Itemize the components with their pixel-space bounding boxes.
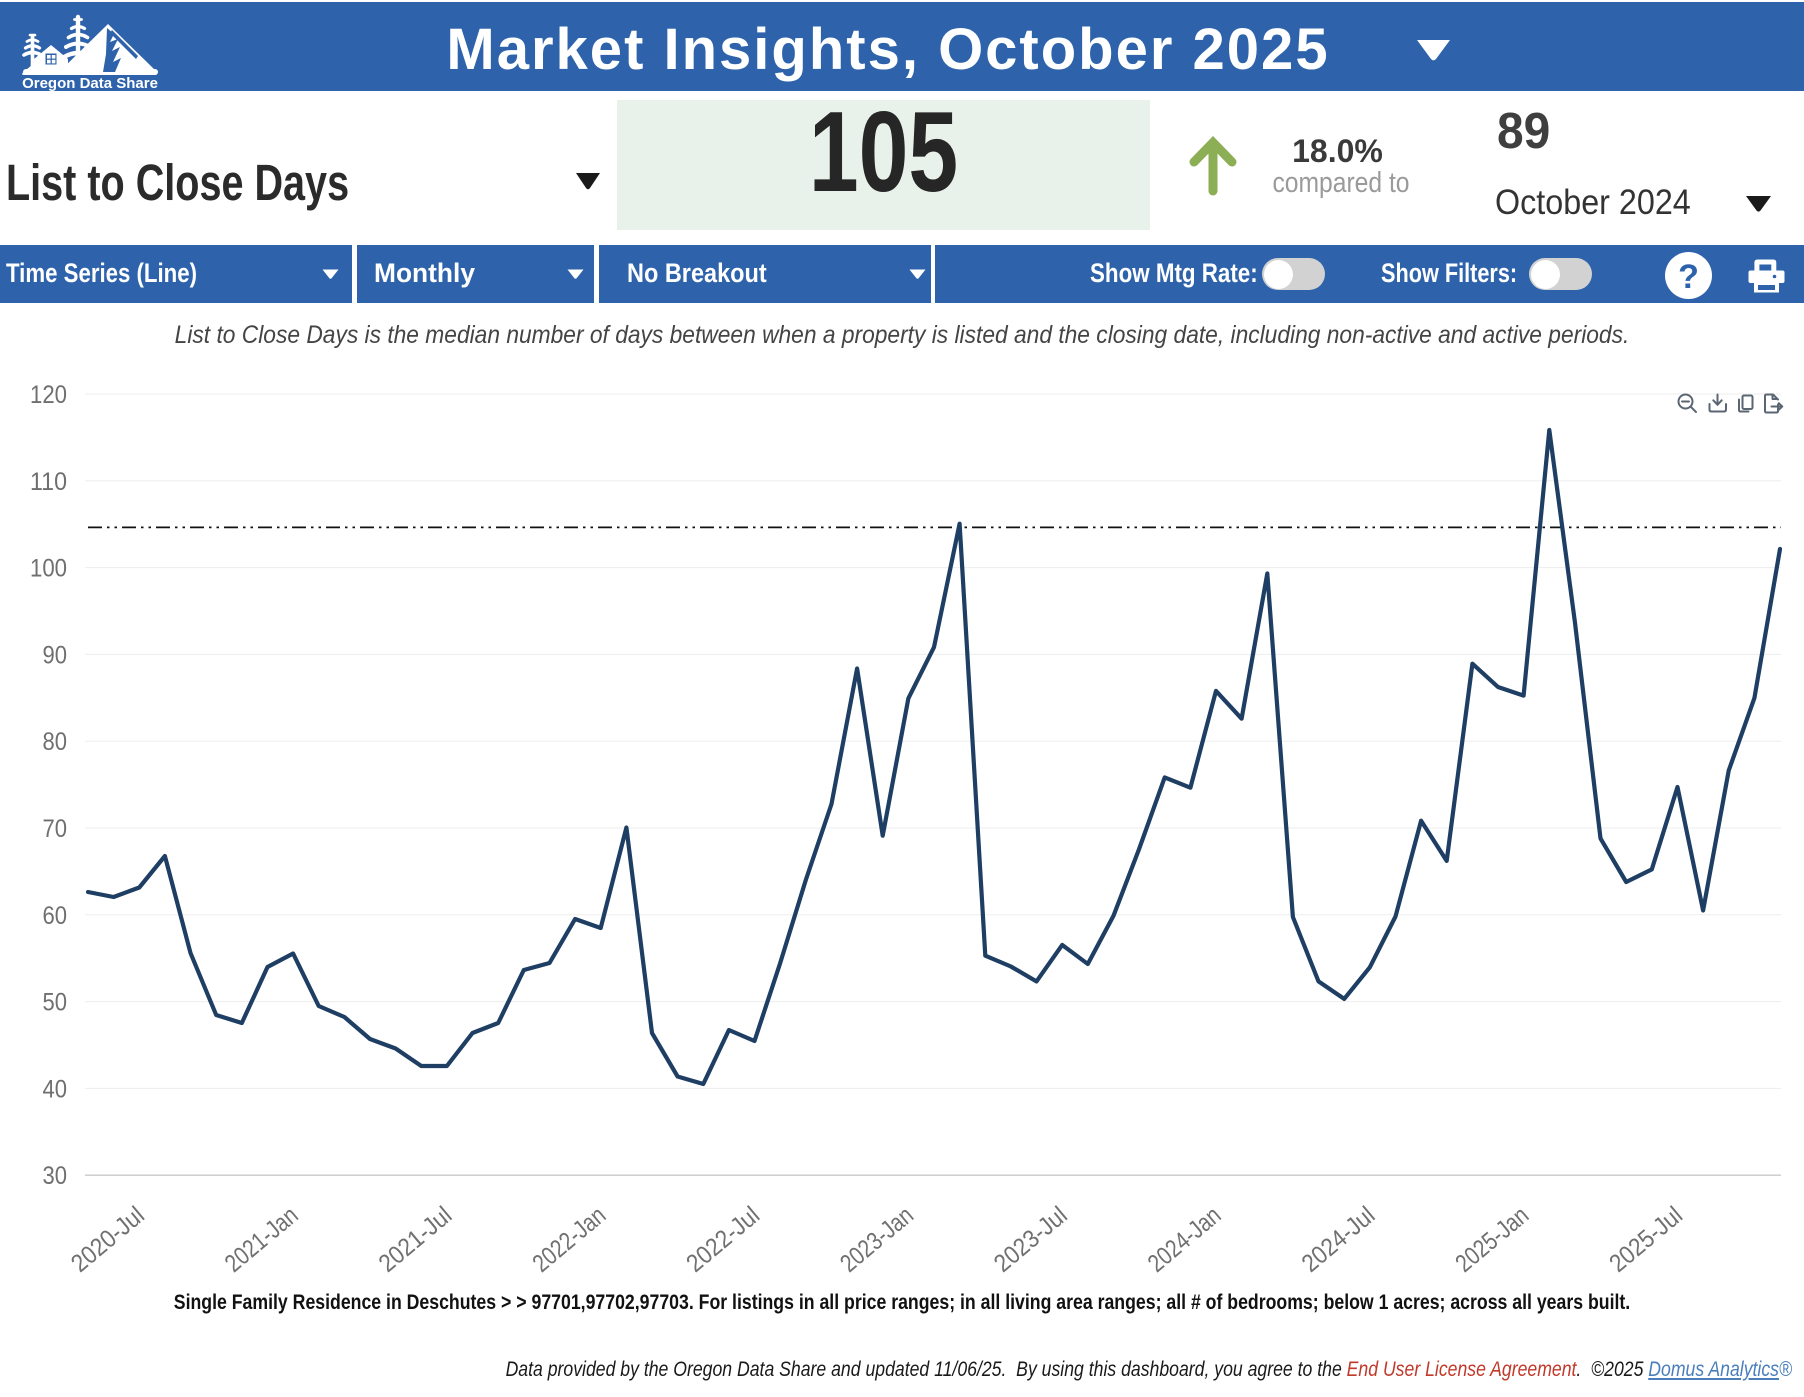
svg-text:2021-Jul: 2021-Jul bbox=[373, 1201, 457, 1278]
svg-text:2024-Jul: 2024-Jul bbox=[1296, 1201, 1380, 1278]
svg-text:2023-Jan: 2023-Jan bbox=[835, 1201, 919, 1278]
svg-text:90: 90 bbox=[43, 641, 68, 669]
svg-text:40: 40 bbox=[43, 1075, 68, 1103]
svg-text:2024-Jan: 2024-Jan bbox=[1143, 1201, 1227, 1278]
svg-text:60: 60 bbox=[43, 902, 68, 930]
svg-text:2023-Jul: 2023-Jul bbox=[989, 1201, 1073, 1278]
svg-text:120: 120 bbox=[30, 381, 67, 409]
svg-text:2020-Jul: 2020-Jul bbox=[66, 1201, 150, 1278]
svg-text:70: 70 bbox=[43, 815, 68, 843]
svg-text:2021-Jan: 2021-Jan bbox=[220, 1201, 304, 1278]
svg-text:2025-Jul: 2025-Jul bbox=[1604, 1201, 1688, 1278]
svg-text:50: 50 bbox=[43, 989, 68, 1017]
svg-text:2022-Jan: 2022-Jan bbox=[527, 1201, 611, 1278]
svg-text:100: 100 bbox=[30, 555, 67, 583]
svg-text:30: 30 bbox=[43, 1162, 68, 1190]
svg-text:110: 110 bbox=[30, 468, 67, 496]
svg-text:2022-Jul: 2022-Jul bbox=[681, 1201, 765, 1278]
svg-text:80: 80 bbox=[43, 728, 68, 756]
svg-text:2025-Jan: 2025-Jan bbox=[1450, 1201, 1534, 1278]
